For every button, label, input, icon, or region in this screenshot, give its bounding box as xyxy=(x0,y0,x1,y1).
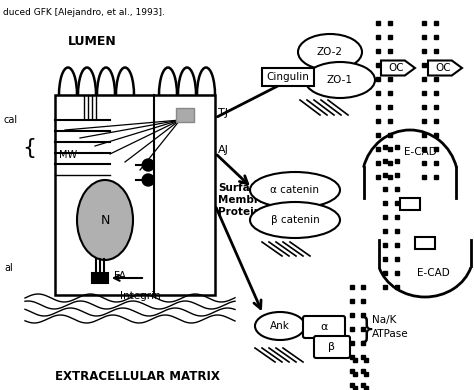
Ellipse shape xyxy=(255,312,305,340)
Ellipse shape xyxy=(77,180,133,260)
Ellipse shape xyxy=(250,202,340,238)
Text: Na/K
ATPase: Na/K ATPase xyxy=(372,316,409,339)
Text: ZO-1: ZO-1 xyxy=(327,75,353,85)
Text: α: α xyxy=(320,322,328,332)
Polygon shape xyxy=(428,60,462,76)
Bar xyxy=(176,108,194,122)
Text: α catenin: α catenin xyxy=(271,185,319,195)
Text: AJ: AJ xyxy=(218,145,229,155)
Text: Ank: Ank xyxy=(270,321,290,331)
Text: al: al xyxy=(4,263,13,273)
Text: Integrin: Integrin xyxy=(120,291,161,301)
Ellipse shape xyxy=(250,172,340,208)
Ellipse shape xyxy=(298,34,362,70)
Polygon shape xyxy=(381,60,415,76)
Text: FA: FA xyxy=(114,271,126,281)
Text: Surface
Membrane
Protein: Surface Membrane Protein xyxy=(218,183,281,217)
Text: Cingulin: Cingulin xyxy=(266,72,310,82)
Text: cal: cal xyxy=(4,115,18,125)
Text: {: { xyxy=(22,138,36,158)
Text: }: } xyxy=(358,316,376,344)
Text: ZO-2: ZO-2 xyxy=(317,47,343,57)
Text: E-CAD: E-CAD xyxy=(404,147,437,157)
Bar xyxy=(400,198,420,210)
FancyBboxPatch shape xyxy=(314,336,350,358)
Ellipse shape xyxy=(305,62,375,98)
FancyBboxPatch shape xyxy=(303,316,345,338)
Circle shape xyxy=(142,159,154,171)
Bar xyxy=(55,95,215,295)
Text: EXTRACELLULAR MATRIX: EXTRACELLULAR MATRIX xyxy=(55,370,220,383)
Text: OC: OC xyxy=(435,63,451,73)
Text: MW: MW xyxy=(59,150,77,160)
Bar xyxy=(92,273,108,283)
Text: β: β xyxy=(328,342,336,352)
Text: E-CAD: E-CAD xyxy=(417,268,449,278)
Bar xyxy=(415,237,435,249)
Text: LUMEN: LUMEN xyxy=(68,35,117,48)
Text: OC: OC xyxy=(388,63,404,73)
Circle shape xyxy=(142,174,154,186)
Text: TJ: TJ xyxy=(218,108,228,118)
Bar xyxy=(262,68,314,86)
Text: β catenin: β catenin xyxy=(271,215,319,225)
Text: duced GFK [Alejandro, et al., 1993].: duced GFK [Alejandro, et al., 1993]. xyxy=(3,8,165,17)
Text: N: N xyxy=(100,213,109,227)
